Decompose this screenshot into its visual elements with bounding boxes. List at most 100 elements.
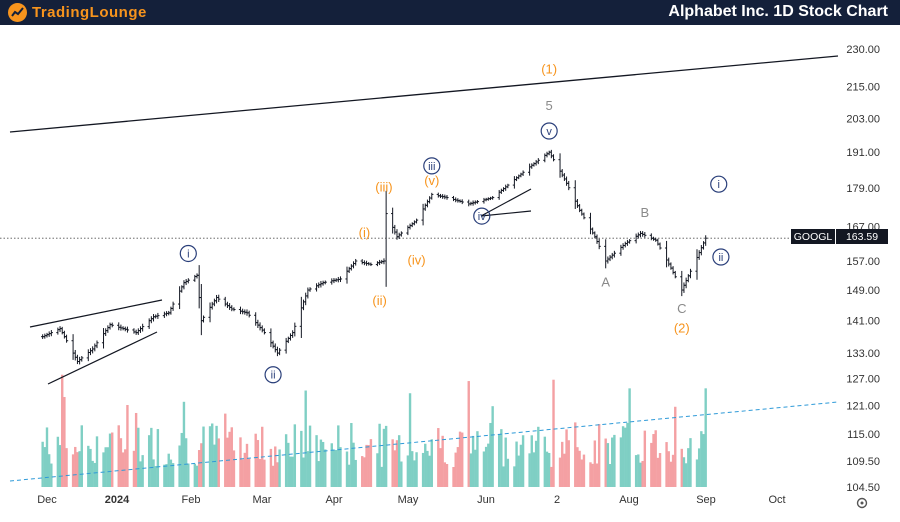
volume-bar — [239, 437, 242, 487]
volume-bar — [124, 449, 127, 487]
volume-bar — [217, 438, 220, 487]
volume-bar — [93, 462, 97, 487]
volume-bar — [489, 422, 492, 487]
wave-label-circle — [712, 248, 730, 266]
volume-bar — [604, 438, 607, 487]
wave-label-circle — [473, 207, 491, 225]
volume-bar — [658, 453, 662, 487]
volume-bar — [445, 463, 449, 487]
price-axis: 230.00215.00203.00191.00179.00167.00157.… — [846, 44, 880, 494]
volume-bar — [697, 448, 701, 487]
volume-bar — [337, 425, 340, 487]
volume-bar — [395, 440, 399, 487]
volume-bar — [332, 449, 336, 487]
price-tick-label: 109.50 — [846, 456, 880, 468]
volume-bar — [108, 433, 112, 487]
volume-bar — [247, 458, 251, 487]
volume-bar — [513, 466, 516, 487]
price-tick-label: 121.00 — [846, 401, 880, 413]
volume-bar — [43, 447, 47, 487]
volume-bar — [315, 435, 318, 487]
volume-bar — [347, 464, 351, 487]
volume-bar — [421, 452, 425, 487]
volume-bar — [232, 450, 236, 487]
time-tick-label: Oct — [768, 494, 785, 506]
volume-trend-line — [9, 401, 839, 482]
volume-bar — [589, 462, 592, 487]
wave-label: ii — [718, 252, 723, 264]
symbol-label: GOOGL — [794, 231, 833, 243]
volume-bar — [613, 434, 616, 487]
volume-bar — [391, 439, 394, 487]
volume-bar — [665, 442, 668, 487]
wave-label: i — [718, 179, 720, 191]
volume-bar — [71, 454, 75, 487]
time-tick-label: May — [398, 494, 419, 506]
volume-bar — [254, 433, 257, 487]
volume-bar — [576, 447, 579, 487]
volume-bar — [50, 463, 53, 487]
volume-bar — [289, 456, 292, 487]
time-tick-label: 2024 — [105, 494, 130, 506]
volume-bar — [45, 427, 49, 487]
volume-bar — [276, 462, 279, 487]
volume-bar — [543, 436, 547, 487]
volume-bar — [597, 424, 601, 487]
time-tick-label: Feb — [182, 494, 201, 506]
volume-bar — [150, 427, 153, 487]
volume-bar — [226, 437, 229, 487]
volume-bar — [656, 457, 660, 487]
volume-bar — [102, 452, 105, 487]
volume-bar — [469, 453, 473, 487]
volume-bar — [443, 462, 447, 487]
volume-bar — [621, 426, 625, 487]
price-tick-label: 141.00 — [846, 316, 880, 328]
volume-bar — [308, 425, 312, 487]
volume-bar — [278, 449, 281, 487]
volume-bar — [63, 397, 66, 487]
volume-bar — [682, 457, 686, 487]
volume-bar — [634, 455, 638, 487]
wedge-lines — [29, 188, 532, 385]
volume-bar — [117, 425, 120, 487]
volume-bar — [317, 461, 320, 487]
settings-icon[interactable] — [856, 497, 868, 509]
wedge-line — [47, 331, 158, 385]
last-price-tag: GOOGL 163.59 — [791, 229, 888, 244]
volume-bar — [567, 440, 570, 487]
volume-bar — [408, 393, 412, 487]
wave-label: B — [640, 205, 649, 220]
price-tick-label: 104.50 — [846, 482, 880, 494]
volume-bar — [458, 431, 462, 487]
volume-bar — [111, 432, 114, 487]
volume-bar — [245, 443, 249, 487]
volume-bar — [152, 459, 155, 487]
volume-bar — [74, 446, 77, 487]
time-axis: Dec 2024 Feb Mar Apr May Jun 2 Aug Sep Oct — [37, 494, 785, 506]
volume-bar — [334, 450, 338, 487]
volume-bar — [376, 453, 379, 487]
volume-bar — [652, 434, 655, 487]
volume-bar — [515, 441, 518, 487]
wave-label: iv — [478, 211, 486, 223]
wave-label: iii — [428, 161, 435, 173]
volume-bar — [654, 430, 657, 487]
volume-bar — [626, 422, 629, 487]
chart-title: Alphabet Inc. 1D Stock Chart — [668, 3, 888, 20]
volume-bar — [439, 448, 442, 487]
wave-label: (1) — [541, 62, 557, 77]
price-chart[interactable]: (1)5viii(v)(iii)iv(i)(iv)(ii)iiiABC(2)ii… — [0, 25, 900, 522]
header-bar: TradingLounge Alphabet Inc. 1D Stock Cha… — [0, 0, 900, 25]
wave-label: (v) — [424, 173, 439, 188]
wave-label: ii — [271, 370, 276, 382]
volume-bar — [352, 442, 355, 487]
volume-bar — [258, 458, 262, 487]
volume-bar — [650, 442, 653, 487]
volume-bar — [606, 443, 610, 487]
volume-bar — [213, 444, 216, 487]
volume-bar — [456, 447, 460, 487]
tradinglounge-logo: TradingLounge — [8, 2, 147, 23]
time-tick-label: Aug — [619, 494, 639, 506]
volume-bar — [47, 454, 51, 487]
